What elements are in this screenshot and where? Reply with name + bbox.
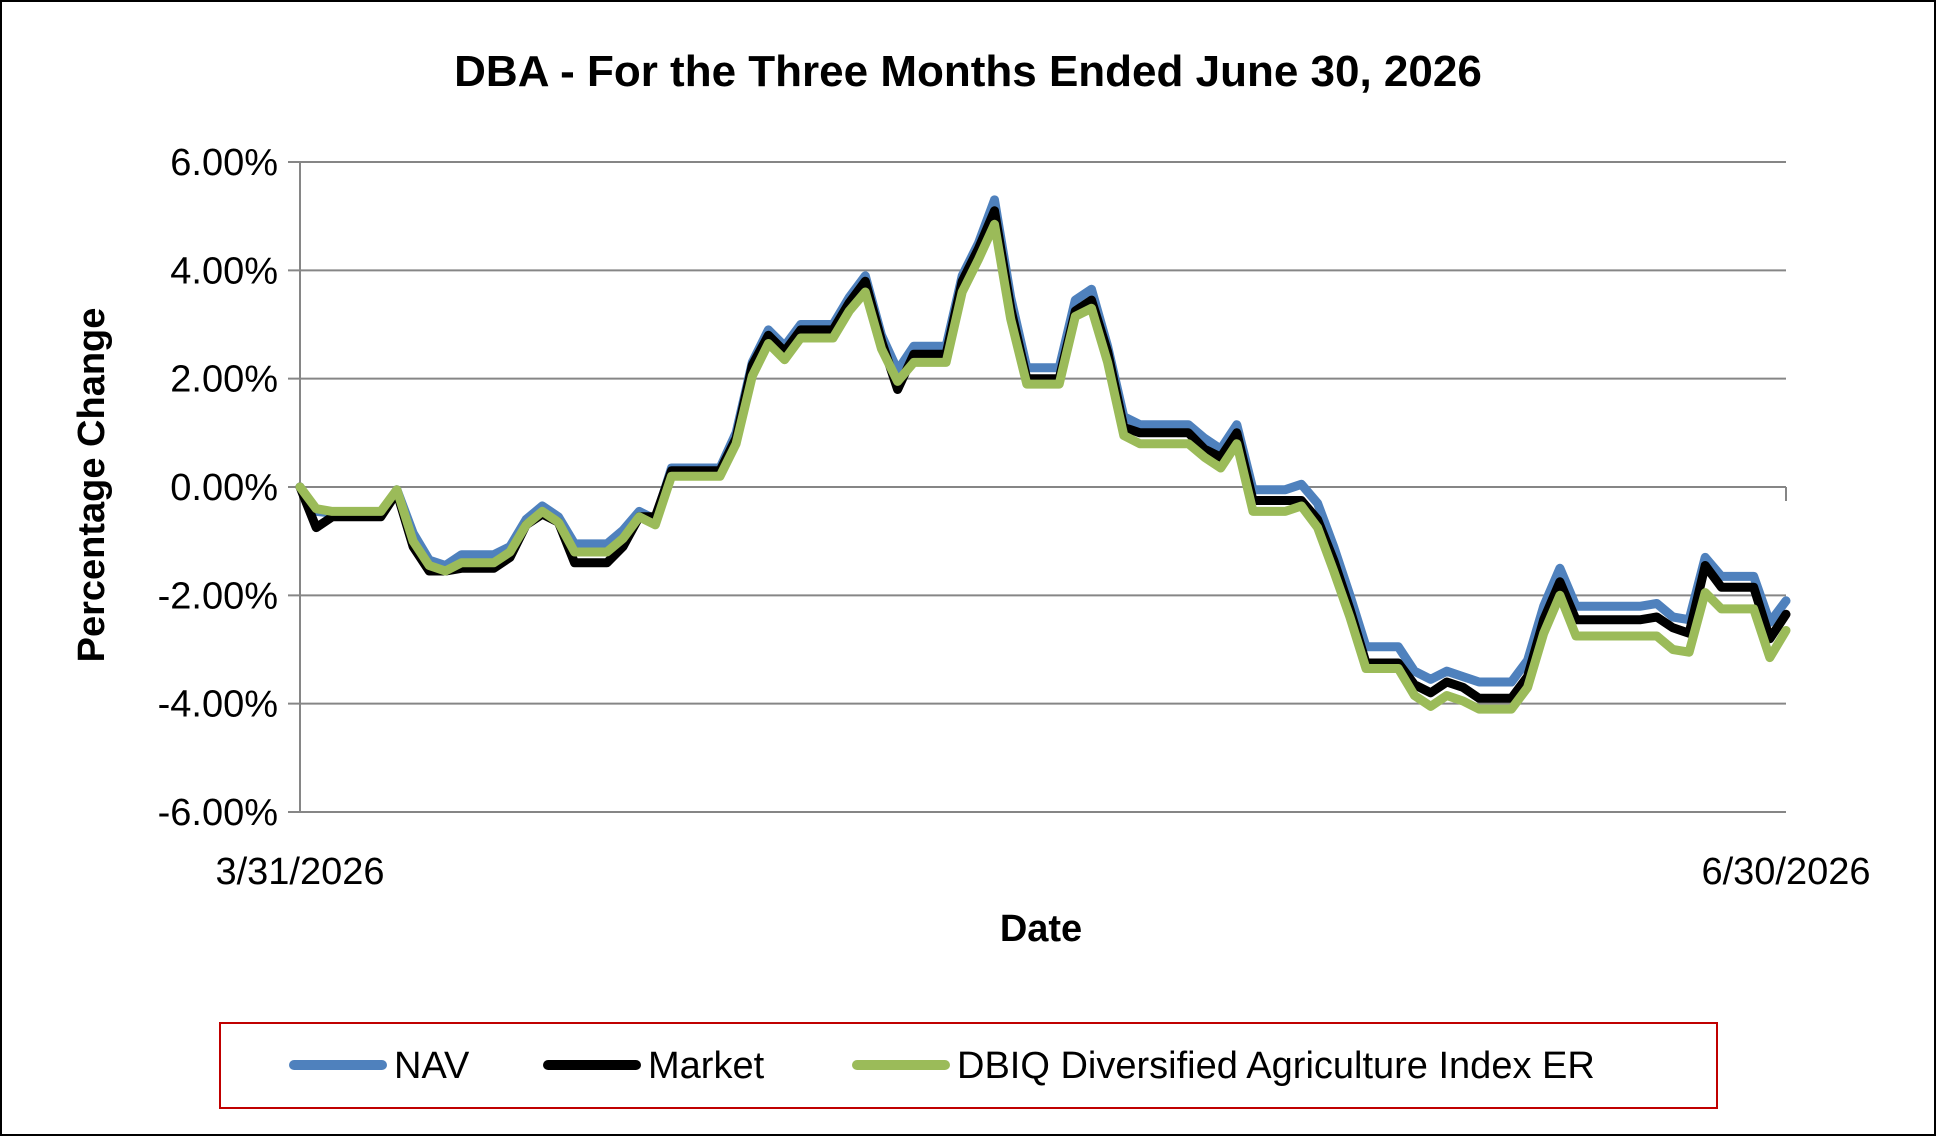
y-tick-label: 2.00% [170, 359, 278, 401]
y-tick-label: -6.00% [158, 792, 278, 834]
series-lines [295, 195, 1791, 714]
series-line-1 [295, 206, 1791, 703]
x-tick-label: 3/31/2026 [215, 851, 384, 893]
y-tick-label: 0.00% [170, 467, 278, 509]
x-axis-tick-labels: 3/31/2026 6/30/2026 [215, 851, 1870, 893]
legend-label: DBIQ Diversified Agriculture Index ER [957, 1045, 1595, 1087]
y-tick-label: 6.00% [170, 142, 278, 184]
y-tick-label: -4.00% [158, 684, 278, 726]
y-tick-label: 4.00% [170, 250, 278, 292]
legend-items: NAV Market DBIQ Diversified Agriculture In… [289, 1045, 1595, 1087]
y-axis-title: Percentage Change [71, 308, 113, 663]
legend-border [219, 1022, 1718, 1109]
y-axis-tick-labels: 6.00% 4.00% 2.00% 0.00% -2.00% -4.00% -6.00% [158, 142, 278, 834]
y-tick-label: -2.00% [158, 575, 278, 617]
gridlines [288, 161, 1786, 813]
legend-label: NAV [394, 1045, 470, 1087]
series-line-2 [295, 219, 1791, 714]
x-tick-label: 6/30/2026 [1701, 851, 1870, 893]
legend-label: Market [648, 1045, 765, 1087]
chart-title: DBA - For the Three Months Ended June 30… [454, 47, 1482, 96]
x-axis-title: Date [1000, 908, 1082, 950]
legend: NAV Market DBIQ Diversified Agriculture In… [219, 1022, 1718, 1109]
